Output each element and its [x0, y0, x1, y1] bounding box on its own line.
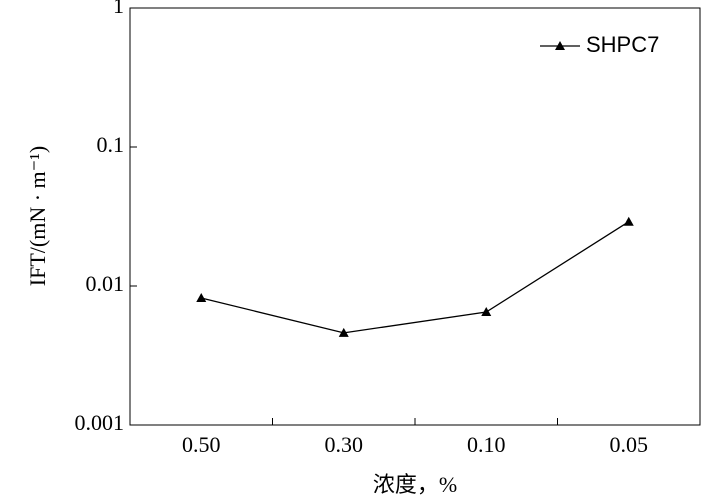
x-tick-label: 0.05 [610, 432, 649, 457]
y-tick-label: 0.001 [75, 410, 125, 435]
y-tick-label: 0.1 [97, 132, 125, 157]
marker [338, 327, 349, 337]
marker [196, 292, 207, 302]
x-tick-label: 0.50 [182, 432, 221, 457]
x-axis-label: 浓度，% [373, 472, 457, 497]
x-tick-label: 0.10 [467, 432, 506, 457]
legend-marker [555, 41, 565, 50]
y-tick-label: 0.01 [86, 271, 125, 296]
marker [623, 216, 634, 226]
legend-label: SHPC7 [586, 32, 659, 57]
series-line [201, 221, 630, 334]
plot-frame [129, 7, 701, 426]
y-tick-label: 1 [113, 0, 124, 18]
y-axis-label: IFT/(mN · m⁻¹) [25, 146, 50, 286]
marker [481, 307, 492, 317]
x-tick-label: 0.30 [325, 432, 364, 457]
